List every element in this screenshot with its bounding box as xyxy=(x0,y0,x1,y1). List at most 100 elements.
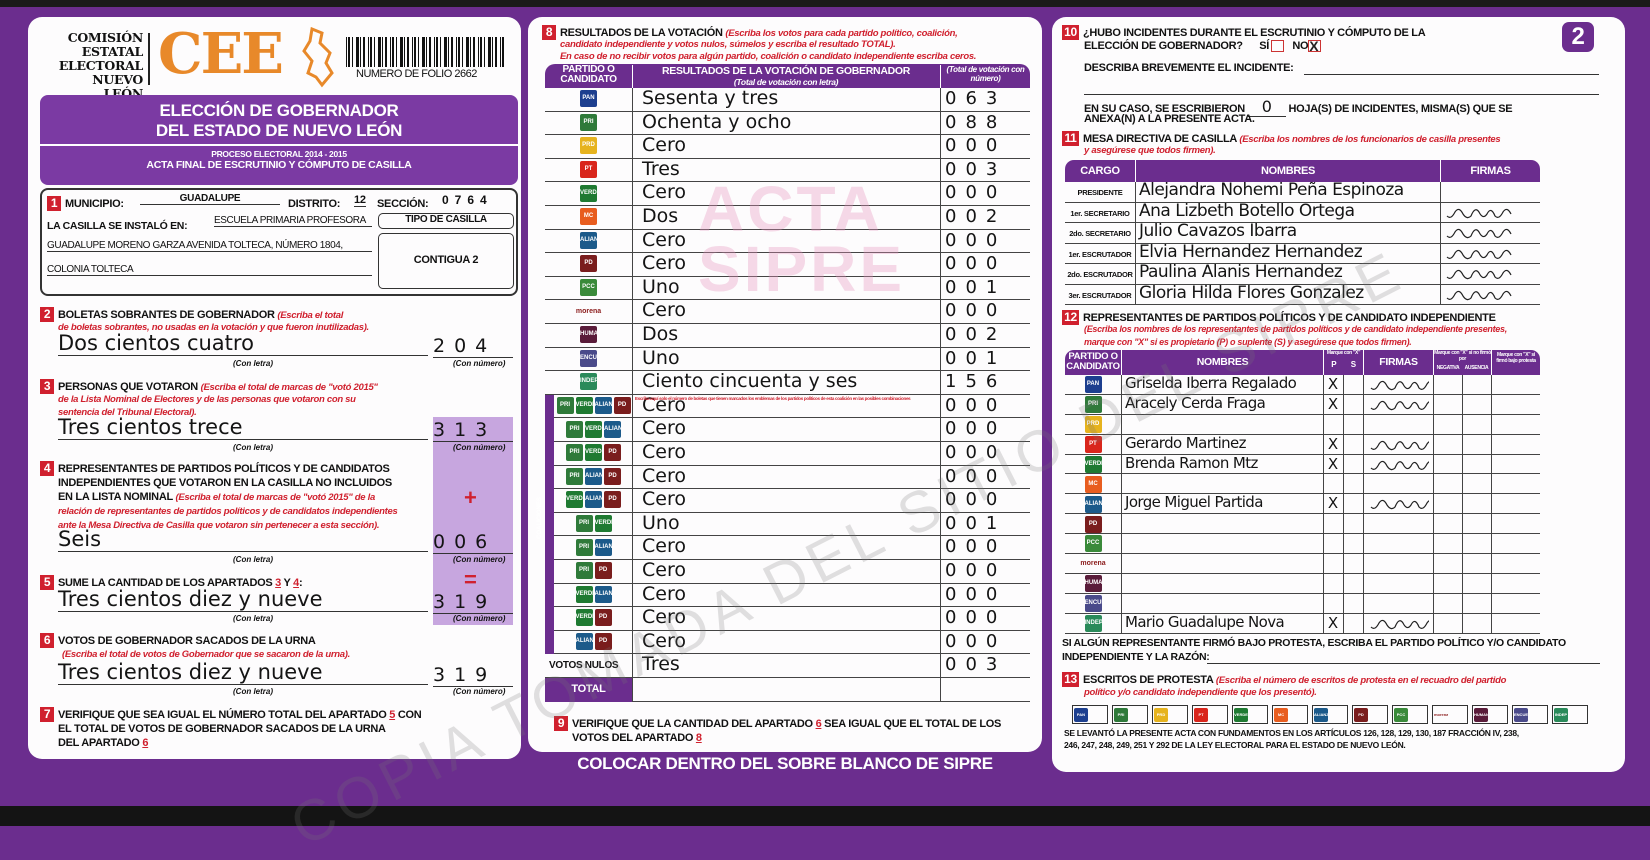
propietario-checkbox[interactable]: X xyxy=(1327,434,1339,453)
votes-letra-field[interactable]: Tres xyxy=(642,157,680,180)
protesta-checkbox[interactable] xyxy=(1491,435,1540,455)
representative-signature-field[interactable] xyxy=(1365,396,1433,414)
votes-numero-field[interactable]: 088 xyxy=(945,111,1007,133)
incident-sheets-field[interactable]: 0 xyxy=(1247,97,1286,117)
urna-letra-field[interactable]: Tres cientos diez y nueve xyxy=(58,660,428,685)
protest-box[interactable]: HUMANISTA xyxy=(1472,705,1508,724)
representative-name-field[interactable]: Griselda Iberra Regalado xyxy=(1125,374,1297,392)
representative-name-field[interactable]: Gerardo Martinez xyxy=(1125,433,1247,452)
votes-letra-field[interactable]: Cero xyxy=(642,535,686,558)
propietario-checkbox[interactable]: X xyxy=(1327,394,1339,413)
official-name-field[interactable]: Paulina Alanis Hernandez xyxy=(1139,262,1343,282)
votes-letra-field[interactable]: Cero xyxy=(642,629,686,652)
votes-numero-field[interactable]: 000 xyxy=(945,607,1007,629)
protest-box[interactable]: PT xyxy=(1192,705,1228,724)
protest-box[interactable]: PAN xyxy=(1072,705,1108,724)
votes-letra-field[interactable]: Cero xyxy=(642,417,686,440)
ausencia-checkbox[interactable] xyxy=(1462,375,1491,395)
votes-numero-field[interactable]: 002 xyxy=(945,324,1007,345)
propietario-checkbox[interactable]: X xyxy=(1327,613,1339,632)
representative-signature-field[interactable] xyxy=(1365,555,1433,573)
votes-letra-field[interactable]: Cero xyxy=(642,228,686,251)
votes-letra-field[interactable]: Cero xyxy=(642,393,686,416)
representative-signature-field[interactable] xyxy=(1365,515,1433,533)
votes-numero-field[interactable]: 000 xyxy=(945,253,1007,275)
votes-numero-field[interactable]: 063 xyxy=(945,88,1007,109)
suma-numero-field[interactable]: 319 xyxy=(433,591,513,614)
votes-numero-field[interactable]: 000 xyxy=(945,442,1007,463)
ausencia-checkbox[interactable] xyxy=(1462,415,1491,435)
votaron-letra-field[interactable]: Tres cientos trece xyxy=(58,415,428,440)
votes-numero-field[interactable]: 002 xyxy=(945,206,1007,227)
votes-letra-field[interactable]: Dos xyxy=(642,205,679,227)
votes-numero-field[interactable]: 000 xyxy=(945,394,1007,416)
boletas-letra-field[interactable]: Dos cientos cuatro xyxy=(58,331,428,356)
protesta-checkbox[interactable] xyxy=(1491,534,1540,554)
protest-box[interactable]: ENCUENTRO xyxy=(1512,705,1548,724)
representative-signature-field[interactable] xyxy=(1365,416,1433,434)
protesta-checkbox[interactable] xyxy=(1491,475,1540,495)
representative-signature-field[interactable] xyxy=(1365,575,1433,593)
official-signature-field[interactable] xyxy=(1441,183,1539,201)
votaron-numero-field[interactable]: 313 xyxy=(433,419,513,442)
protesta-checkbox[interactable] xyxy=(1491,455,1540,475)
incident-description-field-2[interactable] xyxy=(1084,82,1599,95)
protesta-checkbox[interactable] xyxy=(1491,574,1540,594)
protest-box[interactable]: MC xyxy=(1272,705,1308,724)
votes-letra-field[interactable]: Ochenta y ocho xyxy=(642,110,792,133)
protest-reason-field[interactable] xyxy=(1207,651,1600,664)
official-name-field[interactable]: Ana Lizbeth Botello Ortega xyxy=(1139,200,1355,221)
votes-numero-field[interactable]: 000 xyxy=(945,418,1007,440)
negativa-checkbox[interactable] xyxy=(1433,435,1462,455)
votes-letra-field[interactable]: Cero xyxy=(642,181,686,204)
votes-numero-field[interactable]: 000 xyxy=(945,560,1007,581)
ausencia-checkbox[interactable] xyxy=(1462,395,1491,415)
votes-numero-field[interactable]: 000 xyxy=(945,536,1007,558)
negativa-checkbox[interactable] xyxy=(1433,455,1462,475)
votes-letra-field[interactable]: Cero xyxy=(642,559,686,581)
negativa-checkbox[interactable] xyxy=(1433,375,1462,395)
votes-numero-field[interactable]: 000 xyxy=(945,583,1007,605)
votes-letra-field[interactable]: Ciento cincuenta y ses xyxy=(642,370,858,393)
protest-box[interactable]: morena xyxy=(1432,705,1468,724)
protesta-checkbox[interactable] xyxy=(1491,494,1540,514)
ausencia-checkbox[interactable] xyxy=(1462,494,1491,514)
official-name-field[interactable]: Alejandra Nohemi Peña Espinoza xyxy=(1139,180,1404,200)
representative-name-field[interactable]: Brenda Ramon Mtz xyxy=(1125,453,1258,472)
negativa-checkbox[interactable] xyxy=(1433,514,1462,534)
votes-letra-field[interactable]: Cero xyxy=(642,582,686,605)
representative-name-field[interactable]: Aracely Cerda Fraga xyxy=(1125,393,1266,412)
ausencia-checkbox[interactable] xyxy=(1462,514,1491,534)
protesta-checkbox[interactable] xyxy=(1491,395,1540,415)
votes-letra-field[interactable]: Uno xyxy=(642,511,680,534)
representative-signature-field[interactable] xyxy=(1365,535,1433,553)
address-line-1[interactable]: ESCUELA PRIMARIA PROFESORA xyxy=(214,215,372,227)
votes-numero-field[interactable]: 001 xyxy=(945,276,1007,298)
votes-numero-field[interactable]: 001 xyxy=(945,512,1007,534)
protesta-checkbox[interactable] xyxy=(1491,594,1540,614)
votes-numero-field[interactable]: 000 xyxy=(945,135,1007,157)
votes-letra-field[interactable]: Cero xyxy=(642,441,686,463)
votes-letra-field[interactable]: Sesenta y tres xyxy=(642,87,779,109)
negativa-checkbox[interactable] xyxy=(1433,614,1462,634)
urna-numero-field[interactable]: 319 xyxy=(433,664,513,687)
protest-box[interactable]: VERDE xyxy=(1232,705,1268,724)
votes-numero-field[interactable]: 000 xyxy=(945,465,1007,487)
propietario-checkbox[interactable]: X xyxy=(1327,375,1339,393)
votes-letra-field[interactable]: Uno xyxy=(642,346,680,369)
boletas-numero-field[interactable]: 204 xyxy=(433,335,513,358)
negativa-checkbox[interactable] xyxy=(1433,574,1462,594)
representative-signature-field[interactable] xyxy=(1365,476,1433,494)
address-line-3[interactable]: COLONIA TOLTECA xyxy=(47,264,372,276)
official-signature-field[interactable] xyxy=(1441,286,1539,304)
ausencia-checkbox[interactable] xyxy=(1462,534,1491,554)
representative-signature-field[interactable] xyxy=(1365,615,1433,633)
incident-description-field[interactable] xyxy=(1304,62,1599,75)
ausencia-checkbox[interactable] xyxy=(1462,554,1491,574)
protesta-checkbox[interactable] xyxy=(1491,514,1540,534)
votes-numero-field[interactable]: 001 xyxy=(945,347,1007,369)
votes-letra-field[interactable]: Cero xyxy=(642,464,686,487)
si-checkbox[interactable] xyxy=(1271,40,1285,53)
votes-numero-field[interactable]: 000 xyxy=(945,229,1007,251)
official-name-field[interactable]: Julio Cavazos Ibarra xyxy=(1139,221,1297,241)
